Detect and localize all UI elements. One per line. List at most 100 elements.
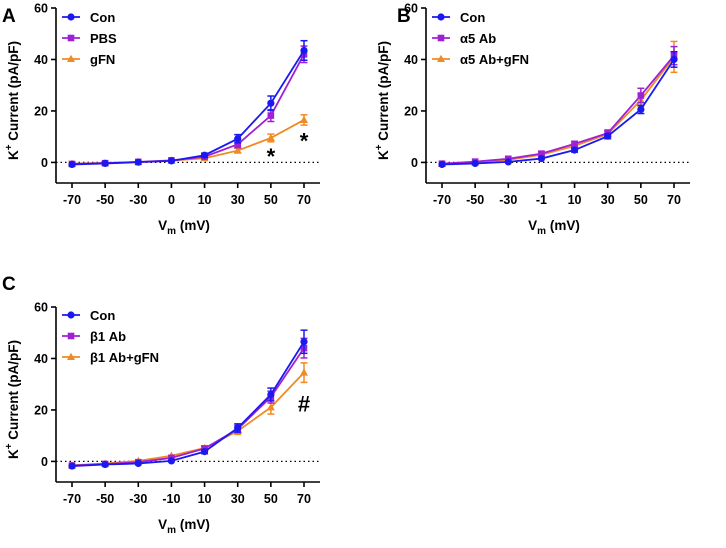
y-axis-label: K+ Current (pA/pF) — [374, 41, 391, 160]
y-label-pre: K — [6, 150, 21, 160]
x-tick-label: -10 — [162, 492, 180, 506]
series-line — [71, 49, 305, 166]
panel-a: A 0 20 40 60 -70 -50 -30 0 10 30 50 70 Vm (mV) K+ Curr… — [2, 2, 320, 237]
legend-label: gFN — [90, 52, 115, 67]
y-label-pre: K — [376, 150, 391, 160]
data-point — [234, 135, 242, 143]
y-label-sup: + — [4, 443, 15, 449]
x-tick-label: -50 — [466, 193, 484, 207]
data-point — [101, 159, 109, 168]
data-point — [300, 368, 308, 376]
legend-label: Con — [90, 308, 115, 323]
x-tick-label: -70 — [63, 193, 81, 207]
legend-marker — [67, 311, 75, 319]
data-point — [571, 140, 578, 148]
x-tick-label: -30 — [129, 193, 147, 207]
legend-marker — [67, 34, 75, 42]
legend-label: α5 Ab+gFN — [460, 52, 529, 67]
x-axis-label: Vm (mV) — [158, 517, 210, 536]
significance-mark: * — [300, 129, 309, 154]
legend-item: α5 Ab — [432, 31, 496, 46]
x-tick-label: 30 — [231, 492, 245, 506]
data-point — [267, 112, 275, 119]
data-point — [438, 160, 446, 169]
x-tick-label: -70 — [433, 193, 451, 207]
legend-item: Con — [62, 308, 115, 323]
x-tick-label: 10 — [568, 193, 582, 207]
data-point — [134, 158, 142, 166]
data-point — [68, 160, 76, 169]
data-point — [538, 150, 545, 157]
y-tick-label: 0 — [41, 455, 48, 469]
data-point — [537, 154, 546, 163]
y-tick-label: 40 — [404, 53, 418, 67]
x-tick-label: 70 — [297, 492, 311, 506]
panel-c: C 0 20 40 60 -70 -50 -30 -10 10 30 50 70 Vm (mV) K+ Cu… — [2, 274, 320, 536]
y-axis-label: K+ Current (pA/pF) — [4, 340, 21, 459]
series-line — [71, 341, 305, 467]
data-point — [570, 146, 579, 154]
series-con — [68, 39, 308, 169]
series-line — [441, 58, 675, 166]
data-point — [167, 457, 176, 465]
x-label-unit: (mV) — [176, 517, 210, 532]
panel-letter: B — [397, 6, 411, 27]
x-label-sub: m — [167, 226, 176, 237]
x-tick-label: -50 — [96, 492, 114, 506]
data-point — [300, 115, 308, 123]
y-label-pre: K — [6, 449, 21, 459]
significance-mark: # — [298, 392, 310, 417]
data-point — [471, 159, 479, 168]
legend-label: Con — [90, 10, 115, 25]
legend-label: β1 Ab+gFN — [90, 350, 159, 365]
data-point — [267, 390, 275, 399]
x-tick-label: 30 — [231, 193, 245, 207]
x-axis-label: Vm (mV) — [158, 218, 210, 237]
x-label-sub: m — [167, 525, 176, 536]
series-con — [438, 51, 678, 169]
y-label-sup: + — [4, 144, 15, 150]
y-label-sup: + — [374, 144, 385, 150]
x-tick-label: 50 — [634, 193, 648, 207]
x-tick-label: 0 — [168, 193, 175, 207]
legend-item: β1 Ab+gFN — [62, 350, 159, 365]
significance-mark: * — [267, 144, 276, 169]
x-label-main: V — [158, 517, 167, 532]
legend-item: Con — [62, 10, 115, 25]
legend-marker — [67, 54, 75, 62]
series-line — [441, 55, 675, 165]
y-tick-label: 60 — [404, 2, 418, 16]
x-tick-label: 70 — [667, 193, 681, 207]
data-point — [637, 105, 645, 113]
data-point — [234, 424, 242, 432]
x-tick-label: 50 — [264, 193, 278, 207]
series-con — [68, 329, 308, 470]
y-label-post: Current (pA/pF) — [376, 41, 391, 145]
x-label-sub: m — [537, 226, 546, 237]
legend-marker — [437, 34, 445, 42]
legend-label: β1 Ab — [90, 329, 126, 344]
x-tick-label: -70 — [63, 492, 81, 506]
y-tick-label: 20 — [34, 403, 48, 417]
data-point — [167, 157, 176, 165]
y-axis-label: K+ Current (pA/pF) — [4, 41, 21, 160]
y-label-post: Current (pA/pF) — [6, 41, 21, 145]
data-point — [233, 146, 242, 154]
legend-item: Con — [432, 10, 485, 25]
legend-marker — [67, 352, 75, 360]
panel-letter: A — [2, 6, 16, 27]
y-tick-label: 40 — [34, 352, 48, 366]
legend-marker — [437, 54, 445, 62]
legend-item: α5 Ab+gFN — [432, 52, 529, 67]
x-tick-label: -1 — [536, 193, 547, 207]
x-tick-label: 70 — [297, 193, 311, 207]
panel-letter: C — [2, 274, 16, 295]
x-tick-label: 30 — [601, 193, 615, 207]
y-tick-label: 20 — [404, 104, 418, 118]
series-line — [71, 372, 305, 467]
data-point — [68, 462, 76, 470]
x-tick-label: -50 — [96, 193, 114, 207]
x-label-main: V — [158, 218, 167, 233]
data-point — [134, 459, 142, 468]
x-tick-label: 50 — [264, 492, 278, 506]
